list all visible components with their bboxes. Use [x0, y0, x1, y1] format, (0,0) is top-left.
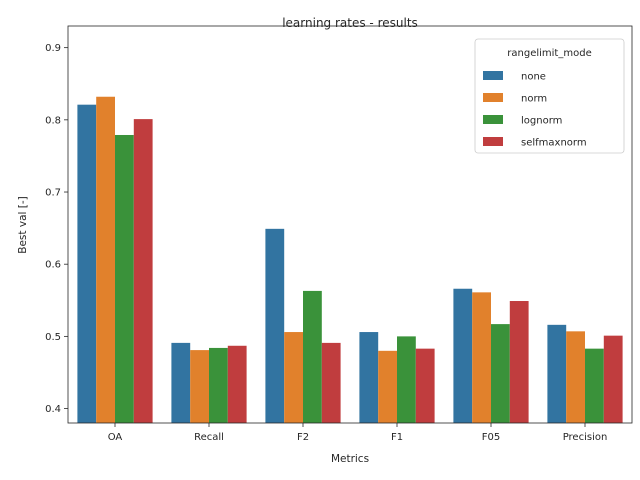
y-axis: 0.4 0.5 0.6 0.7 0.8 0.9 [45, 43, 68, 415]
bar-selfmaxnorm-f1 [415, 348, 435, 423]
y-tick-label: 0.7 [45, 188, 61, 199]
x-tick-label: F05 [482, 432, 500, 443]
y-tick-label: 0.8 [45, 115, 61, 126]
y-tick-label: 0.6 [45, 260, 61, 271]
bar-norm-recall [190, 350, 209, 423]
x-axis-label: Metrics [331, 453, 369, 465]
legend-swatch-norm [483, 93, 503, 102]
legend-box [474, 38, 625, 154]
y-tick-label: 0.5 [45, 332, 61, 343]
legend-label-none: none [521, 72, 546, 83]
bar-selfmaxnorm-f2 [321, 342, 341, 423]
bar-selfmaxnorm-recall [227, 345, 247, 423]
x-tick-label: F1 [391, 432, 403, 443]
bar-none-f05 [453, 288, 473, 423]
y-tick-label: 0.4 [45, 404, 61, 415]
bar-none-f2 [265, 228, 285, 423]
legend-title: rangelimit_mode [507, 48, 591, 59]
bar-selfmaxnorm-f05 [509, 301, 529, 423]
bar-selfmaxnorm-precision [603, 335, 623, 423]
x-tick-label: Precision [563, 432, 608, 443]
legend-swatch-selfmaxnorm [483, 137, 503, 146]
legend-label-lognorm: lognorm [521, 116, 562, 127]
legend-swatch-none [483, 71, 503, 80]
bar-selfmaxnorm-oa [133, 119, 153, 424]
x-axis: OA Recall F2 F1 F05 Precision [108, 423, 608, 443]
bar-none-f1 [359, 332, 379, 423]
bar-norm-f1 [378, 350, 397, 423]
legend-swatch-lognorm [483, 115, 503, 124]
bar-lognorm-recall [209, 347, 228, 423]
legend-label-norm: norm [521, 94, 547, 105]
bar-lognorm-f1 [397, 336, 416, 423]
bar-none-precision [547, 324, 567, 423]
bar-lognorm-oa [115, 134, 134, 424]
y-tick-label: 0.9 [45, 43, 61, 54]
bar-norm-f05 [472, 292, 491, 423]
bar-none-oa [77, 104, 97, 424]
bar-none-recall [171, 342, 191, 423]
bar-norm-oa [96, 96, 115, 424]
bar-norm-precision [566, 331, 585, 423]
chart-title: learning rates - results [282, 16, 418, 30]
x-tick-label: OA [108, 432, 123, 443]
bar-lognorm-f2 [303, 290, 322, 423]
y-axis-label: Best val [-] [17, 196, 29, 253]
legend-label-selfmaxnorm: selfmaxnorm [521, 138, 587, 149]
x-tick-label: Recall [194, 432, 224, 443]
bars-layer [77, 96, 623, 424]
bar-lognorm-f05 [491, 324, 510, 423]
bar-lognorm-precision [585, 348, 604, 423]
plot-frame [67, 25, 633, 424]
bar-norm-f2 [284, 332, 303, 423]
x-tick-label: F2 [297, 432, 309, 443]
